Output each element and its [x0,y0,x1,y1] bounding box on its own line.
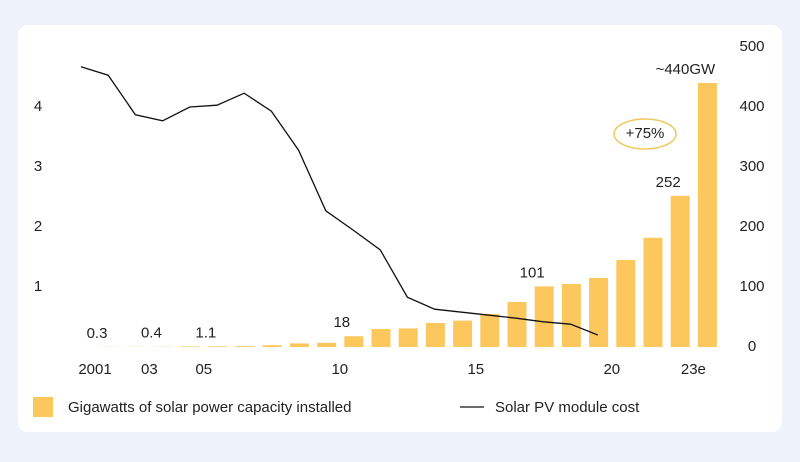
bar [263,345,282,347]
data-label: 18 [333,314,350,331]
bar [644,238,663,347]
x-tick-label: 2001 [78,361,111,378]
x-tick-label: 23e [681,361,706,378]
data-label: 1.1 [195,324,216,341]
data-label: 0.3 [87,325,108,342]
y2-tick-label: 0 [748,338,756,355]
bar [236,346,255,347]
data-label: 252 [656,174,681,191]
legend-label: Gigawatts of solar power capacity instal… [68,399,351,416]
x-tick-label: 03 [141,361,158,378]
bar [616,260,635,347]
bar [344,336,363,347]
data-label: 101 [520,264,545,281]
x-tick-label: 20 [603,361,620,378]
bar [535,286,554,347]
legend-swatch [33,397,53,417]
y2-tick-label: 300 [739,158,764,175]
y2-tick-label: 400 [739,98,764,115]
y2-tick-label: 100 [739,278,764,295]
y-tick-label: 1 [34,278,42,295]
bar [181,346,200,347]
y2-tick-label: 200 [739,218,764,235]
bar [562,284,581,347]
y-tick-label: 2 [34,218,42,235]
card [18,25,782,432]
bar [372,329,391,347]
legend-label: Solar PV module cost [495,399,640,416]
y2-tick-label: 500 [739,38,764,55]
annotation: +75% [626,125,665,142]
y-tick-label: 3 [34,158,42,175]
data-label: 0.4 [141,325,162,342]
data-label: ~440GW [656,61,716,78]
bar [208,346,227,347]
x-tick-label: 10 [331,361,348,378]
bar [480,314,499,347]
bar [453,321,472,347]
y-tick-label: 4 [34,98,42,115]
bar [399,328,418,347]
bar [290,343,309,347]
x-tick-label: 05 [195,361,212,378]
bar [589,278,608,347]
bar [671,196,690,347]
x-tick-label: 15 [467,361,484,378]
bar [508,302,527,347]
bar [426,323,445,347]
bar [698,83,717,347]
bar [317,343,336,347]
